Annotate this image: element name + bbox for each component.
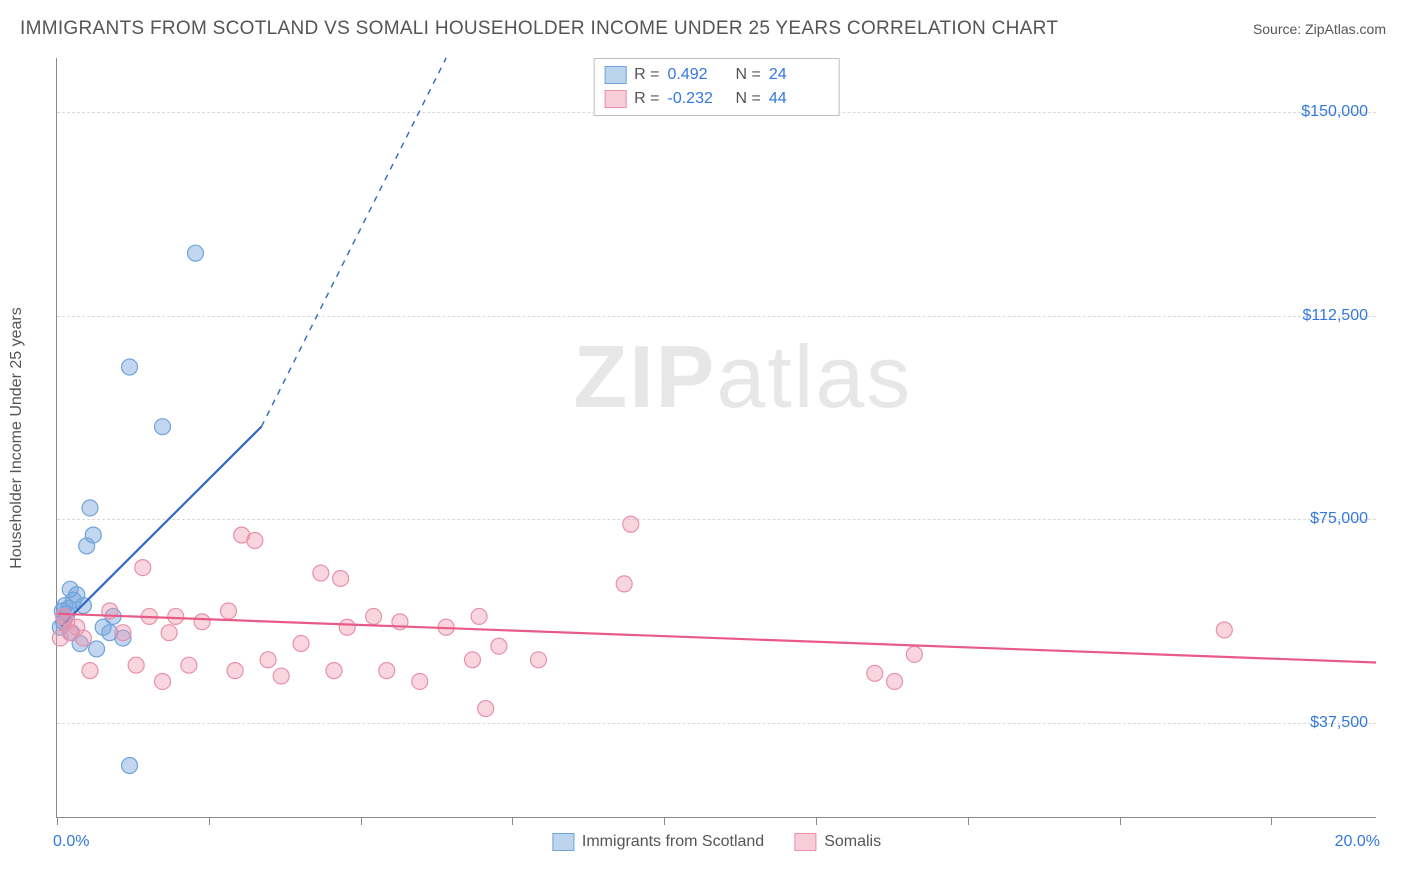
chart-area: ZIPatlas Householder Income Under 25 yea… [56,58,1376,818]
trend-line [60,427,261,628]
data-point [339,619,355,635]
x-tick [57,817,58,825]
x-tick [209,817,210,825]
data-point [326,663,342,679]
legend-item-scotland: Immigrants from Scotland [552,833,764,851]
data-point [82,663,98,679]
data-point [85,527,101,543]
page-title: IMMIGRANTS FROM SCOTLAND VS SOMALI HOUSE… [20,18,1058,40]
correlation-legend: R = 0.492 N = 24 R = -0.232 N = 44 [593,58,840,116]
data-point [247,533,263,549]
x-tick [664,817,665,825]
swatch-scotland [604,66,626,84]
data-point [122,359,138,375]
data-point [313,565,329,581]
swatch-scotland [552,833,574,851]
data-point [260,652,276,668]
data-point [82,500,98,516]
legend-row-somali: R = -0.232 N = 44 [604,87,829,111]
x-axis-min-label: 0.0% [53,833,89,851]
data-point [379,663,395,679]
r-label: R = [634,63,659,87]
data-point [135,560,151,576]
series-legend: Immigrants from Scotland Somalis [552,833,881,851]
legend-label-somali: Somalis [824,833,881,851]
x-tick [816,817,817,825]
x-tick [361,817,362,825]
data-point [623,516,639,532]
r-label: R = [634,87,659,111]
trend-line [57,614,1376,663]
data-point [89,641,105,657]
data-point [491,638,507,654]
source-credit: Source: ZipAtlas.com [1253,21,1386,37]
n-label: N = [736,63,761,87]
data-point [478,701,494,717]
scatter-plot-svg [57,58,1376,817]
data-point [1216,622,1232,638]
data-point [115,625,131,641]
n-label: N = [736,87,761,111]
data-point [75,630,91,646]
data-point [220,603,236,619]
data-point [530,652,546,668]
data-point [412,673,428,689]
data-point [366,608,382,624]
legend-item-somali: Somalis [794,833,881,851]
r-value-somali: -0.232 [668,87,728,111]
data-point [181,657,197,673]
data-point [906,646,922,662]
data-point [128,657,144,673]
data-point [122,758,138,774]
swatch-somali [604,90,626,108]
data-point [161,625,177,641]
x-tick [1271,817,1272,825]
r-value-scotland: 0.492 [668,63,728,87]
y-axis-title: Householder Income Under 25 years [8,307,26,568]
x-tick [1120,817,1121,825]
data-point [333,570,349,586]
x-axis-max-label: 20.0% [1335,833,1380,851]
trend-line-extrapolated [261,58,446,427]
data-point [194,614,210,630]
legend-row-scotland: R = 0.492 N = 24 [604,63,829,87]
data-point [464,652,480,668]
data-point [227,663,243,679]
data-point [867,665,883,681]
data-point [188,245,204,261]
source-prefix: Source: [1253,21,1305,37]
source-link[interactable]: ZipAtlas.com [1305,21,1386,37]
data-point [155,419,171,435]
data-point [293,636,309,652]
data-point [155,673,171,689]
data-point [616,576,632,592]
legend-label-scotland: Immigrants from Scotland [582,833,764,851]
plot-frame: ZIPatlas Householder Income Under 25 yea… [56,58,1376,818]
x-tick [512,817,513,825]
n-value-somali: 44 [769,87,829,111]
swatch-somali [794,833,816,851]
n-value-scotland: 24 [769,63,829,87]
data-point [471,608,487,624]
data-point [273,668,289,684]
data-point [887,673,903,689]
x-tick [968,817,969,825]
data-point [168,608,184,624]
